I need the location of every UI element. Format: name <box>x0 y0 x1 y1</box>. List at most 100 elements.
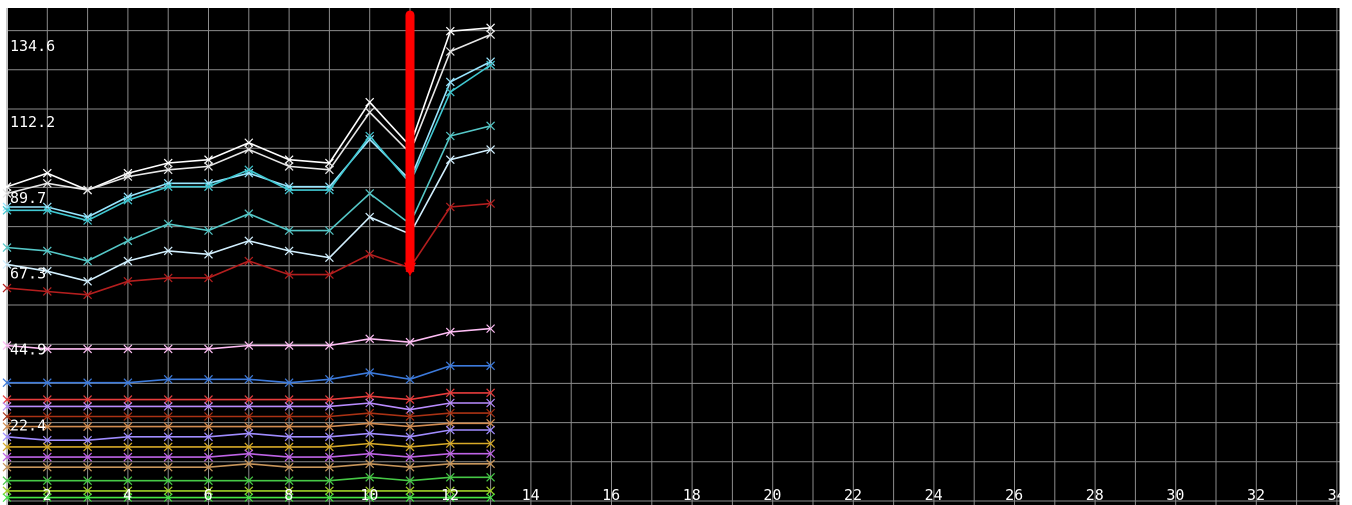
data-point <box>2 395 12 405</box>
x-tick-label: 22 <box>844 486 862 504</box>
data-point <box>244 428 254 438</box>
data-point <box>83 493 93 503</box>
data-point <box>83 185 93 195</box>
x-tick-label: 10 <box>360 486 378 504</box>
data-point <box>365 368 375 377</box>
data-point <box>42 378 52 388</box>
x-tick-label: 12 <box>441 486 459 504</box>
data-point <box>244 145 254 154</box>
data-point <box>244 476 254 486</box>
data-point <box>123 276 133 286</box>
data-point <box>324 432 334 442</box>
data-point <box>365 449 375 459</box>
data-point <box>365 493 375 503</box>
data-point <box>486 425 496 435</box>
data-point <box>244 442 254 452</box>
data-point <box>83 216 93 225</box>
data-point <box>123 476 133 486</box>
data-point <box>445 202 455 212</box>
data-point <box>324 341 334 350</box>
data-point <box>2 189 12 198</box>
data-point <box>123 452 133 462</box>
x-tick-label: 16 <box>602 486 620 504</box>
x-tick-label: 14 <box>522 486 540 504</box>
data-point <box>445 398 455 408</box>
data-point <box>83 378 93 388</box>
data-point <box>2 442 12 452</box>
data-point <box>445 388 455 398</box>
data-point <box>486 199 496 209</box>
data-point <box>284 462 294 472</box>
data-point <box>83 435 93 445</box>
data-point <box>405 412 415 421</box>
data-point <box>284 442 294 452</box>
data-point <box>2 378 12 388</box>
data-point <box>2 412 12 421</box>
x-tick-label: 8 <box>284 486 293 504</box>
data-point <box>2 493 12 503</box>
series-11 <box>2 398 496 415</box>
data-point <box>42 178 52 188</box>
data-point <box>204 249 213 259</box>
data-point <box>42 462 52 472</box>
data-point <box>163 462 173 472</box>
data-point <box>123 236 133 246</box>
data-point <box>324 493 334 503</box>
data-point <box>284 270 294 279</box>
data-point <box>486 145 496 154</box>
data-point <box>163 165 173 175</box>
data-point <box>324 374 334 384</box>
series-20 <box>2 493 496 503</box>
data-point <box>244 412 254 421</box>
data-point <box>486 57 496 67</box>
series-17 <box>2 459 496 472</box>
data-point <box>204 155 213 165</box>
data-point <box>284 246 294 256</box>
data-point <box>365 472 375 482</box>
data-point <box>83 452 93 462</box>
data-point <box>2 401 12 411</box>
data-point <box>324 395 334 405</box>
data-point <box>42 395 52 405</box>
data-point <box>244 374 254 384</box>
data-point <box>204 401 213 411</box>
data-point <box>2 205 12 215</box>
data-point <box>324 226 334 236</box>
y-tick-label: 134.6 <box>10 37 55 55</box>
data-point <box>445 47 455 56</box>
data-point <box>405 432 415 442</box>
data-point <box>163 219 173 229</box>
data-point <box>204 432 213 442</box>
data-point <box>284 432 294 442</box>
data-point <box>42 401 52 411</box>
data-point <box>244 422 254 432</box>
data-point <box>204 442 213 452</box>
data-point <box>2 259 12 269</box>
data-point <box>42 452 52 462</box>
data-point <box>244 341 254 350</box>
data-point <box>2 341 12 350</box>
data-point <box>83 344 93 354</box>
plot-background <box>8 8 1340 505</box>
data-point <box>244 493 254 503</box>
data-point <box>123 412 133 421</box>
x-tick-label: 4 <box>123 486 132 504</box>
data-point <box>123 493 133 503</box>
data-point <box>365 398 375 408</box>
data-point <box>486 408 496 418</box>
annotation-layer <box>404 10 416 277</box>
data-point <box>365 408 375 418</box>
data-point <box>163 486 173 496</box>
data-point <box>445 449 455 459</box>
data-point <box>445 361 455 371</box>
data-point <box>445 26 455 36</box>
data-point <box>445 439 455 448</box>
data-point <box>486 439 496 448</box>
data-point <box>445 77 455 87</box>
data-point <box>405 476 415 486</box>
series-8 <box>2 324 496 354</box>
series-15 <box>2 439 496 452</box>
data-point <box>486 60 496 70</box>
